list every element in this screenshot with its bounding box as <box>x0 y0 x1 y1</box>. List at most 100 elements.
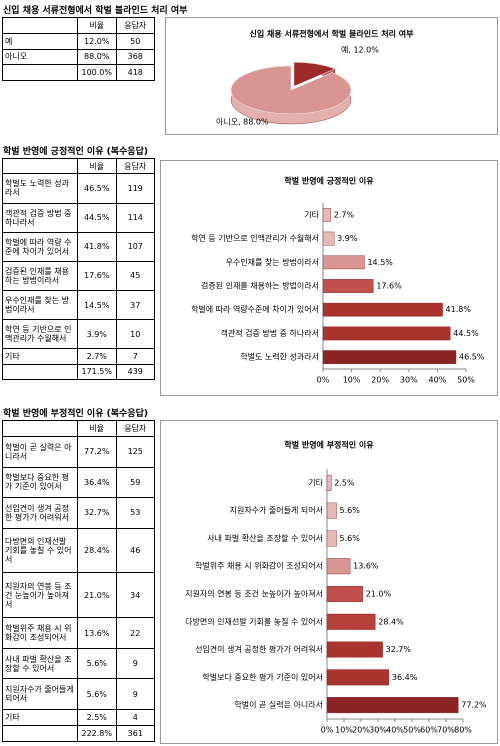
data-table: 비율 응답자 학벌도 노력한 성과라서 46.5% 119 객관적 검증 방법 중 하나라… <box>2 157 155 381</box>
table-row: 선입견이 생겨 공정한 평가가 어려워서 32.7% 53 <box>2 497 155 529</box>
value-label: 2.7% <box>334 210 355 219</box>
category-label: 다방면의 인재선발 기회를 놓칠 수 있어서 <box>185 616 323 626</box>
section-heading: 신입 채용 서류전형에서 학벌 블라인드 처리 여부 <box>3 6 188 16</box>
row-label: 학벌보다 중요한 평가 기준이 있어서 <box>2 466 78 499</box>
ratio-cell: 5.6% <box>77 678 117 710</box>
value-label: 5.6% <box>340 506 361 515</box>
bar <box>326 613 376 630</box>
category-label: 학벌에 따라 역량수준에 차이가 있어서 <box>191 304 319 314</box>
ratio-cell: 12.0% <box>77 32 117 50</box>
count-cell: 10 <box>115 319 155 350</box>
chart-title: 신입 채용 서류전형에서 학벌 블라인드 처리 여부 <box>250 29 415 39</box>
x-tick-label: 50% <box>403 726 421 735</box>
ratio-cell: 36.4% <box>77 466 117 499</box>
count-cell: 107 <box>115 231 155 262</box>
count-cell: 9 <box>115 647 155 680</box>
chart-title: 학벌 반영에 긍정적인 이유 <box>284 176 374 186</box>
header-cell <box>2 419 78 438</box>
count-cell: 9 <box>115 678 155 710</box>
pie-slice <box>230 65 352 115</box>
ratio-cell: 2.5% <box>77 708 117 726</box>
row-label <box>2 724 78 743</box>
value-label: 2.5% <box>334 478 355 487</box>
row-label: 학벌에 따라 역량 수준에 차이가 있어서 <box>2 231 78 262</box>
bar <box>322 208 331 222</box>
table-row: 우수인재를 찾는 방법이라서 14.5% 37 <box>2 289 155 321</box>
table-row: 지원자수가 줄어들게 되어서 5.6% 9 <box>2 678 155 710</box>
x-tick-label: 30% <box>400 376 418 385</box>
count-cell: 119 <box>115 173 155 204</box>
count-cell: 46 <box>115 527 155 574</box>
table-row: 학벌에 따라 역량 수준에 차이가 있어서 41.8% 107 <box>2 231 155 262</box>
table-header: 비율 응답자 <box>2 157 155 175</box>
header-cell: 응답자 <box>115 157 155 175</box>
table-row: 예 12.0% 50 <box>2 32 155 50</box>
count-cell: 53 <box>115 497 155 529</box>
chart: 학벌 반영에 긍정적인 이유 0% 10% 20% 30% 40% 50% 기타 2.7% 학연 … <box>160 160 498 396</box>
x-tick-label: 50% <box>457 376 475 385</box>
x-tick-label: 20% <box>352 726 370 735</box>
count-cell: 45 <box>115 260 155 291</box>
value-label: 36.4% <box>392 673 418 682</box>
count-cell: 125 <box>115 436 155 468</box>
count-cell: 4 <box>115 708 155 726</box>
bar <box>322 350 457 364</box>
value-label: 21.0% <box>366 590 392 599</box>
bar <box>322 255 365 270</box>
value-label: 5.6% <box>340 534 361 543</box>
table-row: 사내 파벌 확산을 조장할 수 있어서 5.6% 9 <box>2 647 155 680</box>
section-heading: 학벌 반영에 긍정적인 이유 (복수응답) <box>3 147 148 157</box>
row-label: 예 <box>2 32 78 50</box>
table-row: 학벌보다 중요한 평가 기준이 있어서 36.4% 59 <box>2 466 155 499</box>
row-label: 학연 등 기반으로 인맥관리가 수월해서 <box>2 319 78 350</box>
table-row: 아니오 88.0% 368 <box>2 48 155 66</box>
value-label: 46.5% <box>459 353 485 362</box>
category-label: 기타 <box>304 210 319 219</box>
value-label: 3.9% <box>337 234 358 243</box>
x-tick-label: 60% <box>420 726 438 735</box>
table-row: 기타 2.7% 7 <box>2 348 155 365</box>
header-cell <box>2 17 78 34</box>
table-header: 비율 응답자 <box>2 419 155 438</box>
ratio-cell: 3.9% <box>77 319 117 350</box>
row-label: 학벌이 곧 실력은 아니라서 <box>2 436 78 468</box>
x-tick-label: 0% <box>317 376 330 385</box>
row-label: 기타 <box>2 348 78 365</box>
x-tick-label: 30% <box>369 726 387 735</box>
x-tick-label: 10% <box>335 726 353 735</box>
ratio-cell: 32.7% <box>77 497 117 529</box>
row-label: 사내 파벌 확산을 조장할 수 있어서 <box>2 647 78 680</box>
data-table: 비율 응답자 예 12.0% 50 아니오 88.0% 368 100.0% 418 <box>2 17 155 81</box>
category-label: 객관적 검증 방법 중 하나라서 <box>221 328 320 338</box>
value-label: 13.6% <box>353 562 379 571</box>
ratio-cell: 5.6% <box>77 647 117 680</box>
row-label <box>2 363 78 381</box>
ratio-cell: 77.2% <box>77 436 117 468</box>
value-label: 77.2% <box>461 701 487 710</box>
bar <box>322 231 335 246</box>
value-label: 44.5% <box>453 329 479 338</box>
table-row: 100.0% 418 <box>2 64 155 81</box>
row-label: 객관적 검증 방법 중 하나라서 <box>2 202 78 233</box>
row-label: 지원자의 연봉 등 조건 눈높이가 높아져서 <box>2 572 78 619</box>
x-tick-label: 80% <box>454 726 472 735</box>
table-row: 학벌도 노력한 성과라서 46.5% 119 <box>2 173 155 204</box>
chart: 학벌 반영에 부정적인 이유 0% 10% 20% 30% 40% 50% 60% 70% 80%… <box>160 420 498 744</box>
header-cell: 응답자 <box>115 419 155 438</box>
table-row: 학연 등 기반으로 인맥관리가 수월해서 3.9% 10 <box>2 319 155 350</box>
table-row: 171.5% 439 <box>2 363 155 381</box>
row-label: 아니오 <box>2 48 78 66</box>
row-label <box>2 64 78 81</box>
chart-title: 학벌 반영에 부정적인 이유 <box>284 440 374 450</box>
row-label: 다방면의 인재선발 기회를 놓칠 수 있어서 <box>2 527 78 574</box>
table-header: 비율 응답자 <box>2 17 155 34</box>
ratio-cell: 21.0% <box>77 572 117 619</box>
table-row: 학벌이 곧 실력은 아니라서 77.2% 125 <box>2 436 155 468</box>
value-label: 32.7% <box>386 645 412 654</box>
bar <box>326 558 351 575</box>
chart: 신입 채용 서류전형에서 학벌 블라인드 처리 여부예, 12.0% 아니오, 8… <box>165 17 498 135</box>
pie-slice-group <box>230 65 352 125</box>
ratio-cell: 88.0% <box>77 48 117 66</box>
category-label: 사내 파벌 확산을 조장할 수 있어서 <box>207 533 323 543</box>
category-label: 학벌위주 채용 시 위화감이 조성되어서 <box>195 561 323 571</box>
